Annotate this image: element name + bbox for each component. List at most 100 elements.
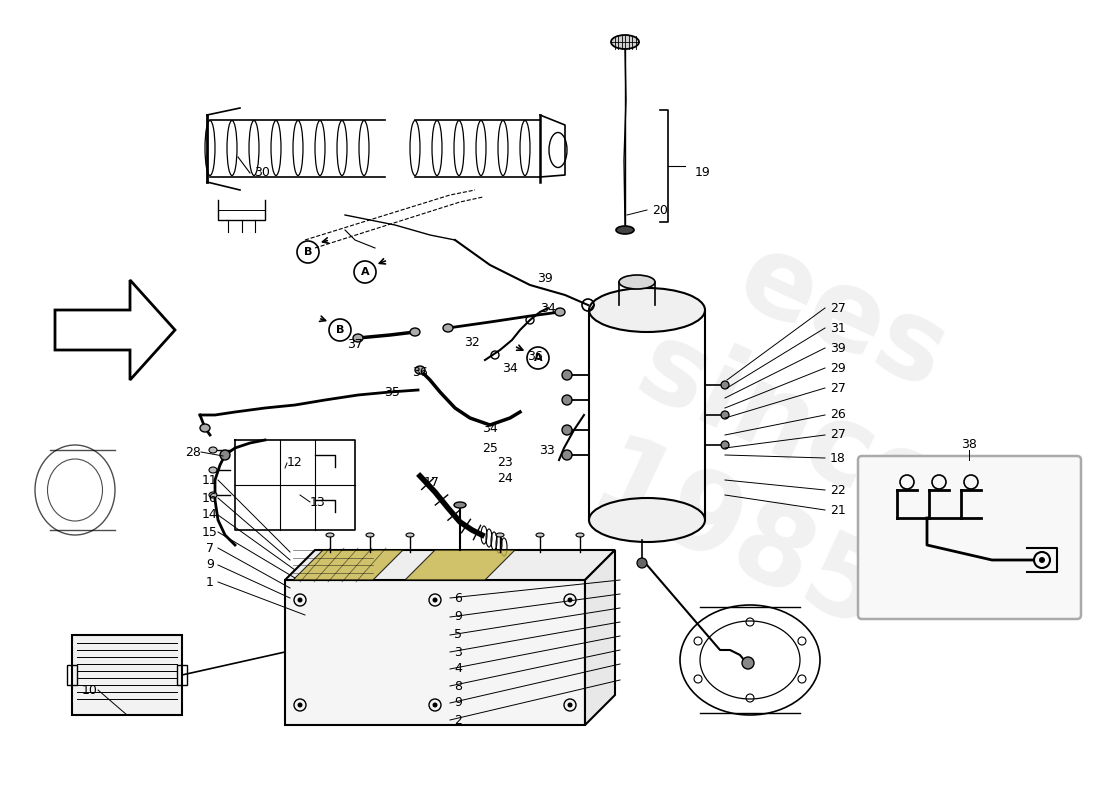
Text: 21: 21 <box>830 503 846 517</box>
Circle shape <box>568 598 572 602</box>
Text: A: A <box>534 353 542 363</box>
Ellipse shape <box>209 492 217 498</box>
Text: 1: 1 <box>206 575 213 589</box>
Text: 36: 36 <box>527 350 543 363</box>
Circle shape <box>742 657 754 669</box>
Text: 14: 14 <box>202 509 218 522</box>
Text: 27: 27 <box>830 302 846 314</box>
Ellipse shape <box>616 226 634 234</box>
Bar <box>67 665 77 685</box>
Circle shape <box>562 425 572 435</box>
Text: 12: 12 <box>287 457 303 470</box>
Text: 9: 9 <box>206 558 213 571</box>
Ellipse shape <box>536 533 544 537</box>
Text: 30: 30 <box>254 166 270 179</box>
Ellipse shape <box>410 328 420 336</box>
Circle shape <box>297 702 302 707</box>
Text: 33: 33 <box>539 443 554 457</box>
Circle shape <box>637 558 647 568</box>
Text: 15: 15 <box>202 526 218 538</box>
Text: A: A <box>361 267 370 277</box>
Ellipse shape <box>619 275 654 289</box>
Ellipse shape <box>454 502 466 508</box>
Text: 24: 24 <box>497 471 513 485</box>
FancyBboxPatch shape <box>858 456 1081 619</box>
Text: 10: 10 <box>82 683 98 697</box>
Text: 28: 28 <box>185 446 201 458</box>
Ellipse shape <box>496 533 504 537</box>
Ellipse shape <box>576 533 584 537</box>
Ellipse shape <box>209 467 217 473</box>
Text: 18: 18 <box>830 451 846 465</box>
Polygon shape <box>405 550 515 580</box>
Circle shape <box>297 598 302 602</box>
Circle shape <box>562 370 572 380</box>
Ellipse shape <box>209 447 217 453</box>
Text: 27: 27 <box>830 382 846 394</box>
Text: 16: 16 <box>202 491 218 505</box>
Ellipse shape <box>366 533 374 537</box>
Circle shape <box>720 381 729 389</box>
Text: 34: 34 <box>540 302 556 314</box>
Text: 35: 35 <box>384 386 400 399</box>
Polygon shape <box>585 550 615 725</box>
Circle shape <box>568 702 572 707</box>
Ellipse shape <box>443 324 453 332</box>
Text: 13: 13 <box>310 495 326 509</box>
Ellipse shape <box>588 498 705 542</box>
Bar <box>72 635 182 715</box>
Circle shape <box>562 450 572 460</box>
Text: 5: 5 <box>454 629 462 642</box>
Ellipse shape <box>353 334 363 342</box>
Circle shape <box>562 395 572 405</box>
Text: B: B <box>304 247 312 257</box>
Text: 39: 39 <box>537 271 553 285</box>
Text: 39: 39 <box>830 342 846 354</box>
Text: 31: 31 <box>830 322 846 334</box>
Text: 34: 34 <box>502 362 518 374</box>
Text: 3: 3 <box>454 646 462 658</box>
Text: 4: 4 <box>454 662 462 675</box>
Circle shape <box>432 702 438 707</box>
Circle shape <box>220 450 230 460</box>
Text: 26: 26 <box>830 409 846 422</box>
Text: 9: 9 <box>454 697 462 710</box>
Text: 34: 34 <box>482 422 498 434</box>
Text: 22: 22 <box>830 483 846 497</box>
Ellipse shape <box>556 308 565 316</box>
Bar <box>177 665 187 685</box>
Text: B: B <box>336 325 344 335</box>
Text: 11: 11 <box>202 474 218 486</box>
Circle shape <box>1040 557 1045 563</box>
Text: 25: 25 <box>482 442 498 454</box>
Text: 17: 17 <box>425 475 440 489</box>
Circle shape <box>720 411 729 419</box>
Ellipse shape <box>200 424 210 432</box>
Text: 37: 37 <box>348 338 363 351</box>
Text: 38: 38 <box>961 438 977 451</box>
Ellipse shape <box>406 533 414 537</box>
Ellipse shape <box>415 366 425 374</box>
Text: 23: 23 <box>497 455 513 469</box>
Text: 6: 6 <box>454 591 462 605</box>
Polygon shape <box>293 550 403 580</box>
Circle shape <box>432 598 438 602</box>
Text: 29: 29 <box>830 362 846 374</box>
Text: 36: 36 <box>412 366 428 378</box>
Ellipse shape <box>610 35 639 49</box>
Bar <box>285 580 585 725</box>
Circle shape <box>720 441 729 449</box>
Text: 7: 7 <box>206 542 214 554</box>
Ellipse shape <box>326 533 334 537</box>
Text: 32: 32 <box>464 335 480 349</box>
Polygon shape <box>285 550 615 580</box>
Text: 27: 27 <box>830 429 846 442</box>
Text: 9: 9 <box>454 610 462 623</box>
Text: 19: 19 <box>695 166 711 178</box>
Text: 20: 20 <box>652 203 668 217</box>
Polygon shape <box>55 280 175 380</box>
Ellipse shape <box>588 288 705 332</box>
Text: 8: 8 <box>454 679 462 693</box>
Text: ees
since
1985: ees since 1985 <box>568 201 1012 659</box>
Text: 2: 2 <box>454 714 462 726</box>
